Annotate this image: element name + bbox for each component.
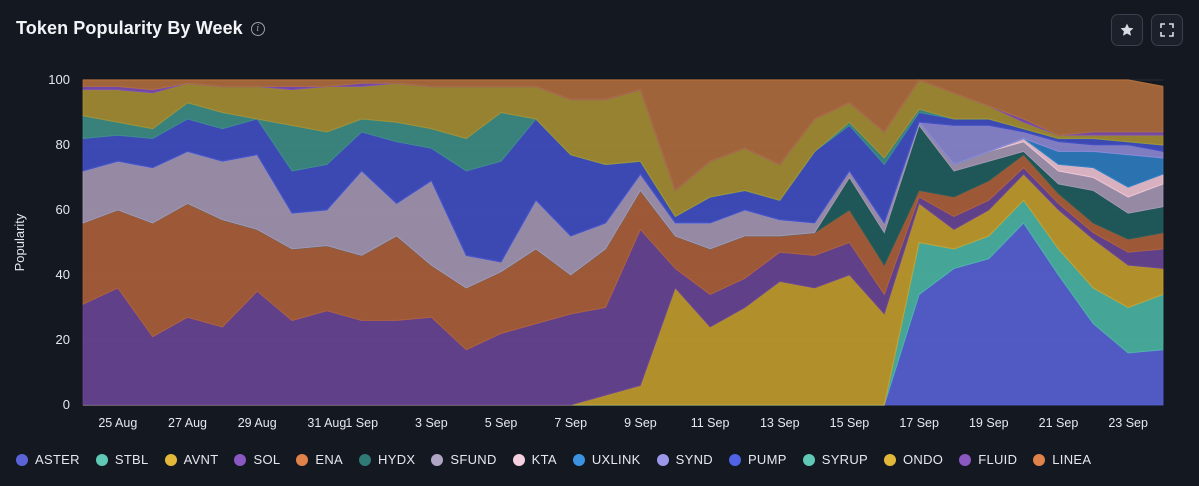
- expand-icon: [1160, 23, 1174, 37]
- x-tick-label: 29 Aug: [238, 416, 277, 430]
- legend-item-hydx[interactable]: HYDX: [359, 452, 415, 467]
- x-tick-label: 11 Sep: [691, 416, 730, 430]
- legend-swatch: [572, 453, 585, 466]
- legend-item-stbl[interactable]: STBL: [95, 452, 149, 467]
- legend-swatch: [728, 453, 741, 466]
- legend-swatch: [234, 453, 247, 466]
- chart-legend: ASTER STBL AVNT SOL ENA HYDX SFUND KTA UXLINK SYN…: [16, 452, 1107, 467]
- x-tick-label: 9 Sep: [624, 416, 657, 430]
- legend-item-syrup[interactable]: SYRUP: [802, 452, 869, 467]
- x-tick-label: 17 Sep: [899, 416, 939, 430]
- x-tick-label: 5 Sep: [485, 416, 518, 430]
- legend-label: UXLINK: [591, 452, 641, 467]
- legend-label: HYDX: [378, 452, 416, 467]
- legend-item-ondo[interactable]: ONDO: [884, 452, 943, 467]
- legend-swatch: [359, 453, 372, 466]
- favorite-button[interactable]: [1111, 14, 1143, 46]
- legend-swatch: [959, 453, 972, 466]
- chart-header: Token Popularity By Week i: [16, 18, 265, 39]
- y-tick-label: 80: [56, 137, 70, 152]
- stacked-area-chart: 0 20 40 60 80 100 Popularity 25 Aug 27 Aug 29 Aug…: [12, 72, 1164, 430]
- legend-label: SYRUP: [821, 452, 869, 467]
- legend-label: FLUID: [978, 452, 1018, 467]
- line-linea: [83, 79, 1164, 88]
- x-tick-label: 13 Sep: [760, 416, 800, 430]
- legend-label: LINEA: [1052, 452, 1092, 467]
- legend-item-avnt[interactable]: AVNT: [164, 452, 219, 467]
- area-layer: [82, 79, 1164, 406]
- y-tick-label: 0: [63, 397, 70, 412]
- legend-item-pump[interactable]: PUMP: [728, 452, 787, 467]
- x-tick-label: 25 Aug: [98, 416, 137, 430]
- legend-item-sfund[interactable]: SFUND: [431, 452, 496, 467]
- legend-label: SYND: [675, 452, 713, 467]
- legend-label: SFUND: [450, 452, 497, 467]
- legend-item-ena[interactable]: ENA: [296, 452, 343, 467]
- legend-swatch: [431, 453, 444, 466]
- legend-label: PUMP: [747, 452, 787, 467]
- legend-swatch: [16, 453, 28, 466]
- info-icon[interactable]: i: [250, 21, 265, 36]
- legend-label: ONDO: [903, 452, 944, 467]
- y-tick-label: 20: [56, 332, 70, 347]
- legend-label: ASTER: [35, 452, 80, 467]
- star-icon: [1120, 23, 1134, 36]
- page-title: Token Popularity By Week: [16, 18, 243, 38]
- legend-label: AVNT: [183, 452, 219, 467]
- x-tick-label: 23 Sep: [1108, 416, 1148, 430]
- axis-layer: 0 20 40 60 80 100 Popularity 25 Aug 27 Aug 29 Aug…: [12, 72, 1148, 430]
- legend-item-sol[interactable]: SOL: [234, 452, 280, 467]
- y-tick-label: 60: [56, 202, 70, 217]
- y-tick-label: 40: [56, 267, 70, 282]
- legend-swatch: [296, 453, 309, 466]
- x-tick-label: 31 Aug: [307, 416, 346, 430]
- legend-swatch: [802, 453, 815, 466]
- legend-item-kta[interactable]: KTA: [512, 452, 557, 467]
- x-tick-label: 7 Sep: [554, 416, 587, 430]
- legend-label: SOL: [253, 452, 281, 467]
- x-tick-label: 21 Sep: [1039, 416, 1079, 430]
- x-tick-label: 1 Sep: [345, 416, 378, 430]
- expand-button[interactable]: [1151, 14, 1183, 46]
- y-axis-label: Popularity: [12, 213, 27, 271]
- legend-item-fluid[interactable]: FLUID: [959, 452, 1017, 467]
- legend-swatch: [164, 453, 177, 466]
- legend-label: STBL: [114, 452, 149, 467]
- y-tick-label: 100: [48, 72, 70, 87]
- legend-swatch: [656, 453, 669, 466]
- legend-item-linea[interactable]: LINEA: [1033, 452, 1091, 467]
- legend-swatch: [95, 453, 108, 466]
- legend-item-synd[interactable]: SYND: [656, 452, 713, 467]
- legend-item-uxlink[interactable]: UXLINK: [572, 452, 641, 467]
- legend-swatch: [884, 453, 897, 466]
- legend-label: ENA: [315, 452, 344, 467]
- legend-swatch: [1033, 453, 1046, 466]
- x-tick-label: 15 Sep: [830, 416, 870, 430]
- x-tick-label: 27 Aug: [168, 416, 207, 430]
- legend-item-aster[interactable]: ASTER: [16, 452, 80, 467]
- x-tick-label: 3 Sep: [415, 416, 448, 430]
- x-tick-label: 19 Sep: [969, 416, 1009, 430]
- legend-swatch: [512, 453, 525, 466]
- legend-label: KTA: [531, 452, 557, 467]
- chart-toolbar: [1111, 14, 1183, 46]
